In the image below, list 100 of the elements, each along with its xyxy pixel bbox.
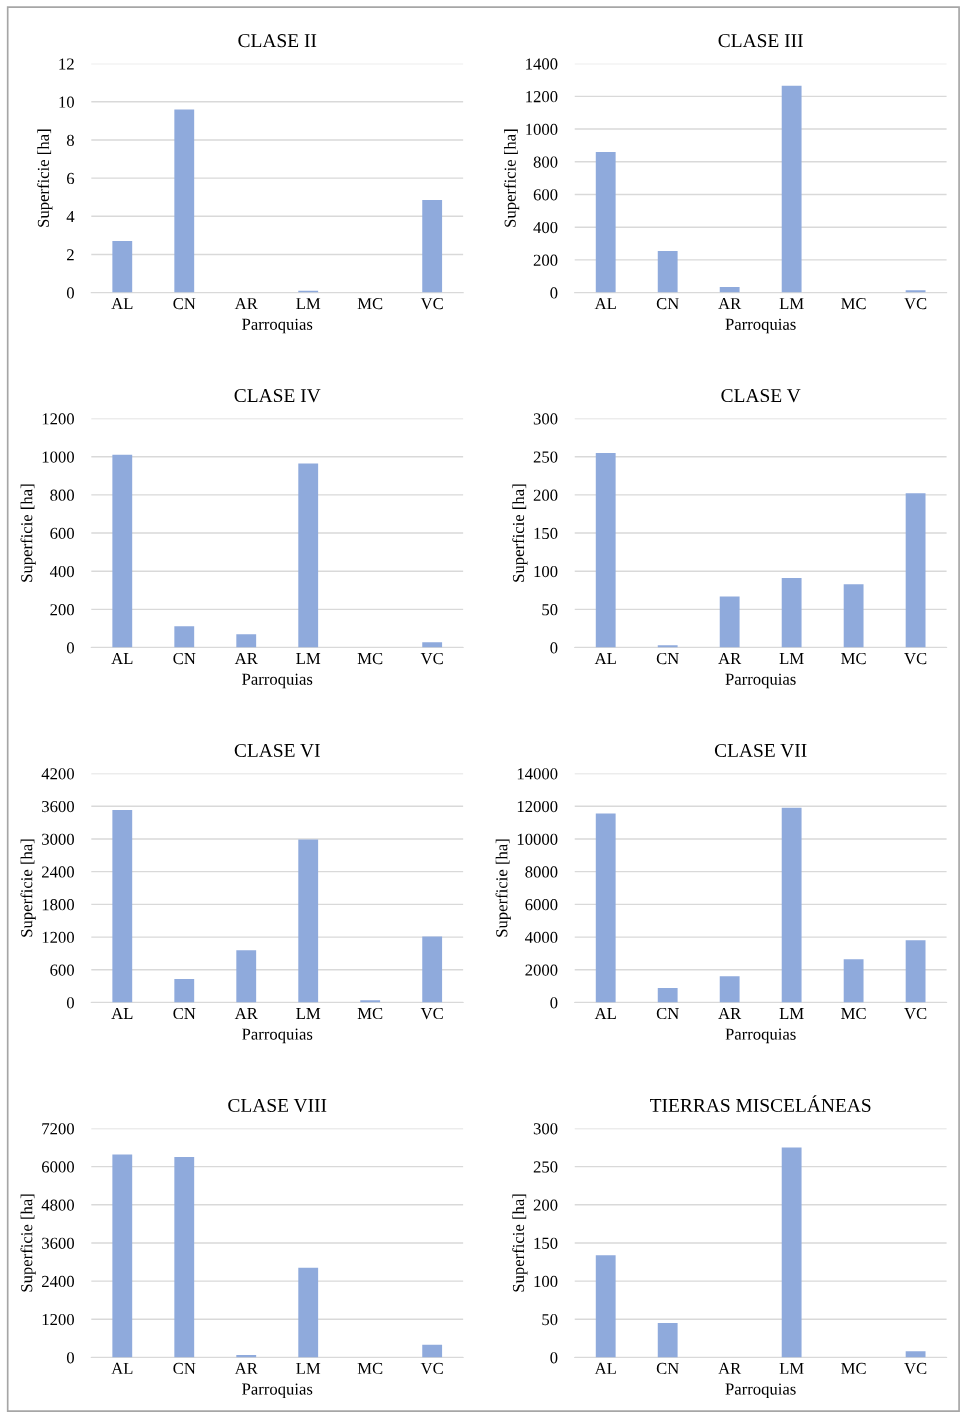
- x-tick-label: MC: [841, 652, 866, 665]
- bar: [112, 810, 133, 1003]
- y-tick-label: 0: [66, 997, 74, 1009]
- x-tick-label: LM: [779, 1362, 804, 1374]
- x-tick-label: AL: [111, 652, 133, 664]
- bar: [781, 1147, 802, 1358]
- y-tick-label: 0: [550, 997, 558, 1009]
- bar: [595, 1255, 616, 1358]
- y-tick-label: 1400: [526, 58, 558, 70]
- x-tick-label: LM: [779, 298, 804, 310]
- bar: [595, 813, 616, 1003]
- x-tick-label: AL: [111, 298, 133, 310]
- chart-title: CLASE III: [718, 34, 803, 48]
- y-tick-label: 2400: [42, 1275, 74, 1288]
- y-tick-label: 200: [533, 1199, 558, 1211]
- chart-title: CLASE VI: [234, 743, 320, 758]
- x-tick-label: VC: [904, 652, 927, 665]
- x-tick-label: AL: [111, 1007, 133, 1019]
- y-tick-label: 1200: [42, 1313, 74, 1326]
- x-axis-title: Parroquias: [725, 1383, 796, 1399]
- y-tick-label: 400: [49, 565, 74, 578]
- bar: [422, 642, 443, 648]
- y-tick-label: 800: [50, 489, 74, 501]
- bar: [595, 151, 616, 293]
- bar: [236, 634, 257, 648]
- bar: [298, 839, 319, 1003]
- y-tick-label: 3000: [42, 833, 74, 845]
- x-tick-label: MC: [841, 1362, 866, 1375]
- x-tick-label: MC: [357, 652, 383, 665]
- chart-title: CLASE IV: [234, 389, 321, 403]
- y-tick-label: 6: [67, 172, 75, 185]
- x-tick-label: CN: [173, 1362, 196, 1375]
- bar: [360, 1000, 381, 1003]
- x-tick-label: CN: [656, 1007, 679, 1020]
- x-tick-label: AR: [234, 1362, 258, 1374]
- y-tick-label: 0: [66, 1352, 74, 1364]
- chart-title: CLASE V: [721, 389, 801, 403]
- y-tick-label: 100: [534, 565, 558, 578]
- x-tick-label: MC: [357, 298, 383, 310]
- y-tick-label: 12: [59, 58, 74, 70]
- x-tick-label: AL: [594, 298, 616, 310]
- chart-title: CLASE VII: [714, 743, 807, 758]
- y-tick-label: 8000: [525, 866, 558, 878]
- bar: [595, 452, 616, 648]
- y-tick-label: 10000: [517, 833, 558, 845]
- y-tick-label: 6000: [42, 1161, 74, 1173]
- x-tick-label: VC: [904, 1362, 927, 1375]
- y-axis-title: Superficie [ha]: [37, 129, 53, 227]
- y-tick-label: 0: [550, 642, 558, 654]
- y-tick-label: 250: [533, 451, 558, 463]
- y-tick-label: 10: [59, 96, 74, 108]
- bar: [112, 1154, 133, 1358]
- x-tick-label: CN: [656, 298, 679, 310]
- bar: [719, 976, 740, 1003]
- bar: [422, 200, 443, 293]
- y-tick-label: 14000: [517, 768, 558, 780]
- y-tick-label: 400: [533, 221, 558, 234]
- y-tick-label: 1200: [42, 931, 74, 944]
- bar: [843, 584, 864, 648]
- y-tick-label: 150: [534, 527, 558, 540]
- y-tick-label: 0: [66, 642, 74, 654]
- y-axis-title: Superficie [ha]: [512, 1194, 528, 1292]
- bar: [422, 1344, 443, 1358]
- y-tick-label: 1000: [526, 123, 558, 135]
- bar: [843, 959, 864, 1003]
- x-tick-label: VC: [420, 1362, 443, 1375]
- x-tick-label: CN: [656, 652, 679, 665]
- x-tick-label: AR: [718, 298, 742, 310]
- y-axis-title: Superficie [ha]: [20, 484, 36, 582]
- y-tick-label: 50: [542, 604, 558, 616]
- y-tick-label: 3600: [42, 800, 74, 813]
- bar: [781, 578, 802, 648]
- x-axis-title: Parroquias: [725, 673, 796, 689]
- x-tick-label: LM: [296, 298, 321, 310]
- bar: [657, 988, 678, 1003]
- x-tick-label: CN: [173, 652, 196, 665]
- x-tick-label: AL: [594, 1007, 616, 1019]
- bar: [657, 250, 678, 293]
- y-tick-label: 50: [542, 1313, 558, 1326]
- bar: [112, 241, 133, 293]
- y-tick-label: 250: [533, 1161, 558, 1173]
- y-tick-label: 7200: [42, 1123, 74, 1135]
- x-tick-label: AL: [594, 652, 616, 664]
- x-tick-label: VC: [904, 298, 927, 310]
- bar: [174, 109, 195, 293]
- x-tick-label: MC: [357, 1007, 383, 1020]
- bar: [112, 454, 133, 648]
- x-tick-label: AR: [234, 1007, 258, 1019]
- bar: [174, 1157, 195, 1358]
- x-tick-label: VC: [420, 298, 443, 310]
- y-tick-label: 100: [534, 1275, 558, 1288]
- y-tick-label: 0: [66, 287, 74, 299]
- bar: [174, 626, 195, 648]
- bar: [905, 1351, 926, 1358]
- x-axis-title: Parroquias: [242, 1028, 313, 1044]
- y-axis-title: Superficie [ha]: [495, 839, 511, 937]
- x-tick-label: MC: [357, 1362, 383, 1375]
- chart-title: CLASE II: [238, 34, 317, 48]
- y-tick-label: 600: [533, 189, 558, 201]
- y-tick-label: 4: [66, 211, 75, 223]
